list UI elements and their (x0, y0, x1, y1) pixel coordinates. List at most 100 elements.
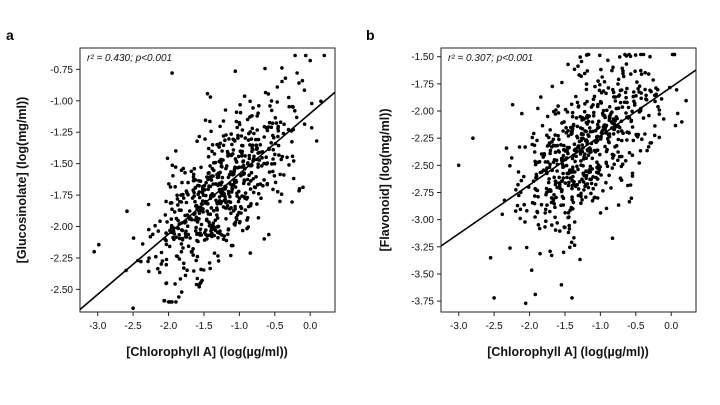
panel-a-data-point (197, 217, 201, 221)
panel-a-data-point (236, 136, 240, 140)
panel-b-data-point (652, 133, 657, 138)
panel-a-data-point (212, 168, 216, 173)
panel-b-data-point (646, 72, 651, 76)
panel-a-data-point (146, 259, 150, 264)
panel-b-data-point (523, 220, 527, 224)
panel-b-data-point (647, 113, 651, 118)
panel-a-data-point (208, 212, 213, 216)
panel-b-data-point (599, 90, 604, 95)
panel-b-data-point (643, 70, 647, 75)
panel-a-data-point (174, 149, 178, 153)
panel-a-data-point (226, 199, 231, 204)
panel-a-data-point (204, 228, 208, 232)
panel-b-data-point (564, 163, 569, 168)
panel-a-data-point (322, 53, 327, 58)
panel-a-data-point (140, 242, 145, 246)
panel-b-data-point (588, 164, 593, 169)
panel-b-data-point (510, 102, 515, 107)
panel-b-y-tick-label: -3.00 (411, 215, 434, 226)
panel-b-data-point (637, 84, 642, 88)
panel-b-data-point (589, 105, 594, 109)
panel-b-data-point (589, 181, 594, 186)
panel-a-data-point (279, 192, 284, 196)
panel-a-letter: a (6, 27, 14, 43)
panel-b-x-tick-label: -0.5 (627, 321, 645, 332)
panel-b-data-point (625, 86, 629, 91)
panel-b-data-point (536, 223, 541, 227)
panel-b-data-point (568, 245, 572, 250)
panel-a-data-point (97, 242, 101, 247)
panel-a-data-point (226, 189, 231, 194)
panel-a-data-point (156, 229, 161, 233)
panel-a-data-point (290, 154, 295, 159)
panel-b-data-point (616, 82, 620, 86)
panel-a-data-point (290, 140, 294, 144)
panel-b-data-point (616, 150, 620, 154)
panel-b-data-point (557, 181, 562, 185)
panel-b-data-point (591, 114, 596, 118)
panel-b-data-point (566, 230, 571, 235)
panel-b-data-point (596, 171, 601, 175)
panel-b-data-point (627, 131, 631, 135)
panel-b-data-point (657, 135, 661, 140)
panel-a-data-point (179, 200, 184, 204)
panel-b-data-point (504, 146, 509, 150)
panel-a-data-point (301, 185, 305, 190)
panel-a-data-point (194, 225, 198, 230)
panel-a-data-point (216, 235, 220, 240)
panel-a-data-point (179, 249, 184, 254)
panel-b-data-point (611, 87, 615, 92)
panel-b-data-point (565, 149, 569, 153)
panel-b-fit-line (440, 69, 697, 247)
panel-a-data-point (215, 202, 220, 206)
panel-b-data-point (595, 177, 600, 181)
panel-a-data-point (228, 153, 232, 157)
panel-a-data-point (233, 204, 237, 209)
panel-a-data-point (164, 257, 169, 262)
panel-b-data-point (500, 212, 505, 217)
panel-a-data-point (287, 104, 292, 109)
panel-a-data-point (184, 200, 189, 205)
panel-a-data-point (177, 236, 182, 241)
panel-a-data-point (252, 154, 256, 159)
panel-a-data-point (285, 155, 289, 160)
panel-a-data-point (233, 185, 238, 189)
panel-a-data-point (278, 120, 283, 124)
panel-b-data-point (553, 205, 557, 210)
panel-b-data-point (554, 195, 558, 200)
panel-b-data-point (577, 180, 582, 184)
panel-a-data-point (290, 104, 295, 109)
panel-a-data-point (269, 125, 274, 129)
panel-a-data-point (193, 185, 198, 190)
panel-a-data-point (195, 231, 199, 236)
panel-b-data-point (536, 160, 540, 165)
panel-a-data-point (248, 251, 253, 255)
panel-b-data-point (567, 180, 571, 185)
panel-b-data-point (653, 99, 657, 104)
panel-a-data-point (162, 299, 167, 303)
panel-b-data-point (533, 292, 538, 297)
panel-b-data-point (614, 115, 619, 119)
panel-a-data-point (248, 99, 252, 104)
panel-b-data-point (611, 156, 615, 160)
panel-b-data-point (543, 225, 547, 229)
panel-b-data-point (607, 140, 611, 145)
panel-b-data-point (534, 175, 538, 180)
panel-a-data-point (217, 145, 221, 149)
panel-a-data-point (271, 133, 275, 138)
panel-b-data-point (579, 159, 583, 163)
panel-b-data-point (585, 99, 589, 104)
panel-a-data-point (231, 148, 236, 152)
panel-b-data-point (570, 110, 575, 115)
panel-b-data-point (578, 257, 582, 262)
panel-b-data-point (591, 186, 595, 191)
panel-a-data-point (217, 181, 222, 186)
panel-a-data-point (154, 254, 158, 259)
panel-a-data-point (262, 237, 267, 241)
panel-b-data-point (520, 111, 524, 116)
panel-b-data-point (586, 185, 591, 190)
panel-a-data-point (206, 187, 210, 191)
panel-a-data-point (239, 134, 244, 138)
panel-b-data-point (599, 173, 603, 177)
panel-a-data-point (167, 244, 172, 249)
